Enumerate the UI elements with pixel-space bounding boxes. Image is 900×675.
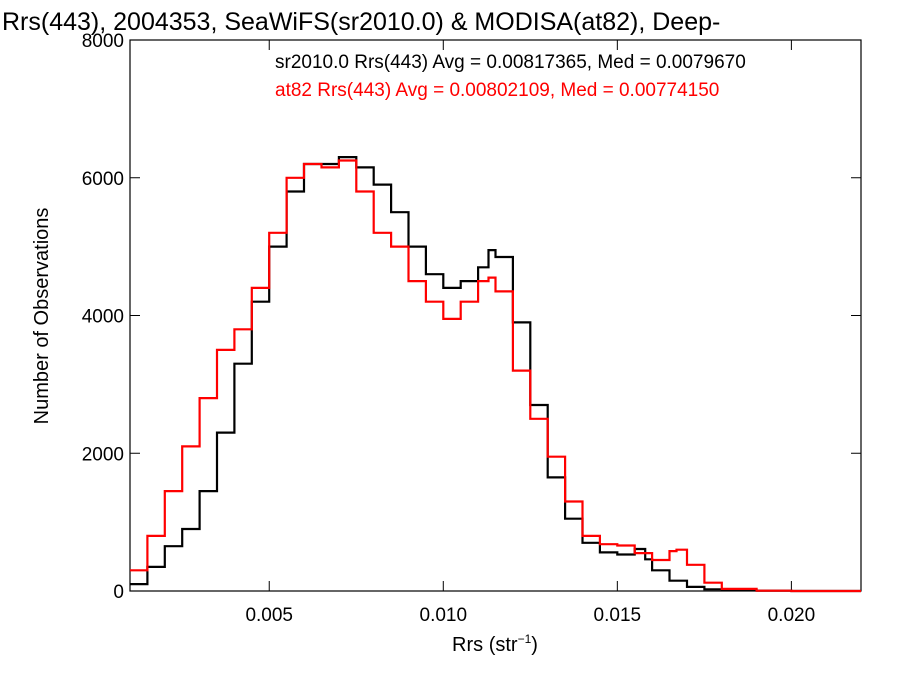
y-tick-label: 2000	[82, 444, 124, 465]
series-line-red	[130, 159, 861, 593]
chart-title: Rrs(443), 2004353, SeaWiFS(sr2010.0) & M…	[2, 8, 720, 36]
y-tick-label: 4000	[82, 307, 124, 328]
annotation-red: at82 Rrs(443) Avg = 0.00802109, Med = 0.…	[275, 80, 719, 101]
y-tick-label: 6000	[82, 169, 124, 190]
x-tick-label: 0.020	[768, 605, 816, 626]
x-tick-label: 0.005	[245, 605, 293, 626]
y-tick-label: 0	[113, 582, 124, 603]
series-line-black	[130, 156, 861, 593]
plot-frame	[129, 39, 862, 592]
x-axis-label: Rrs (str−1)	[452, 632, 538, 656]
y-axis-label: Number of Observations	[31, 208, 53, 425]
annotation-black: sr2010.0 Rrs(443) Avg = 0.00817365, Med …	[275, 52, 746, 73]
y-tick-label: 8000	[82, 31, 124, 52]
x-tick-label: 0.010	[420, 605, 468, 626]
x-tick-label: 0.015	[594, 605, 642, 626]
